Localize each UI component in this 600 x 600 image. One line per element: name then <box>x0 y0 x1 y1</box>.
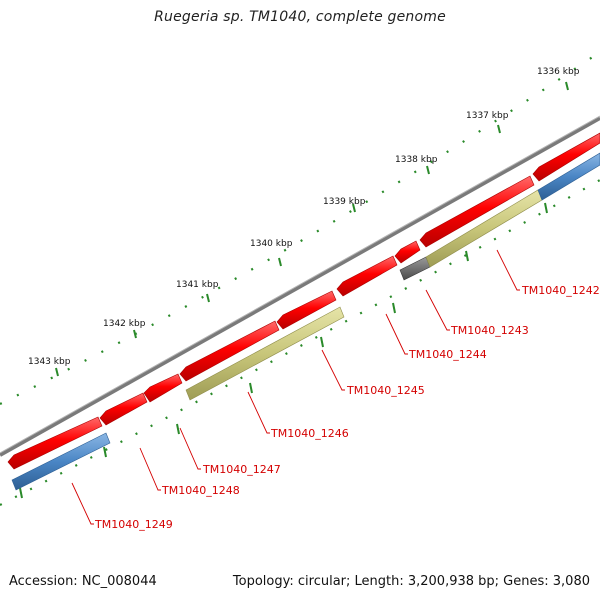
gene-label-1246[interactable]: TM1040_1246 <box>270 427 349 440</box>
kbp-label-1341: 1341 kbp <box>176 280 219 290</box>
feature-1245-reverse[interactable] <box>185 306 345 401</box>
map-title: Ruegeria sp. TM1040, complete genome <box>154 9 446 25</box>
forward-strand-genes <box>7 132 600 470</box>
gene-1242-forward[interactable] <box>419 175 535 248</box>
gene-1245-forward[interactable] <box>276 290 337 330</box>
genome-summary-text: Topology: circular; Length: 3,200,938 bp… <box>232 574 590 589</box>
gene-label-1247[interactable]: TM1040_1247 <box>202 463 281 476</box>
kbp-label-1339: 1339 kbp <box>323 197 366 207</box>
inner-tick-ring <box>0 179 600 506</box>
gene-label-1244[interactable]: TM1040_1244 <box>408 348 487 361</box>
reverse-strand-features <box>11 152 600 491</box>
gene-label-1248[interactable]: TM1040_1248 <box>161 484 240 497</box>
gene-label-1242[interactable]: TM1040_1242 <box>521 284 600 297</box>
gene-1244-forward[interactable] <box>336 255 398 297</box>
kbp-label-1338: 1338 kbp <box>395 155 438 165</box>
kbp-label-1343: 1343 kbp <box>28 357 71 367</box>
label-callouts <box>71 249 520 525</box>
feature-next-reverse[interactable] <box>537 152 600 201</box>
gene-1247-forward[interactable] <box>143 373 183 403</box>
kbp-label-1340: 1340 kbp <box>250 239 293 249</box>
accession-text: Accession: NC_008044 <box>9 574 157 589</box>
gene-1243-forward[interactable] <box>394 240 421 264</box>
outer-tick-ring <box>0 51 600 405</box>
gene-1248-forward[interactable] <box>99 392 148 426</box>
gene-1246-forward[interactable] <box>179 320 280 382</box>
feature-1249-reverse[interactable] <box>11 432 111 491</box>
kbp-label-1337: 1337 kbp <box>466 111 509 121</box>
gene-label-1245[interactable]: TM1040_1245 <box>346 384 425 397</box>
kbp-label-1336: 1336 kbp <box>537 67 580 77</box>
gene-next-forward[interactable] <box>532 132 600 182</box>
gene-1249-forward[interactable] <box>7 416 103 470</box>
gene-label-1243[interactable]: TM1040_1243 <box>450 324 529 337</box>
gene-label-1249[interactable]: TM1040_1249 <box>94 518 173 531</box>
kbp-label-1342: 1342 kbp <box>103 319 146 329</box>
genome-backbone <box>0 116 600 457</box>
